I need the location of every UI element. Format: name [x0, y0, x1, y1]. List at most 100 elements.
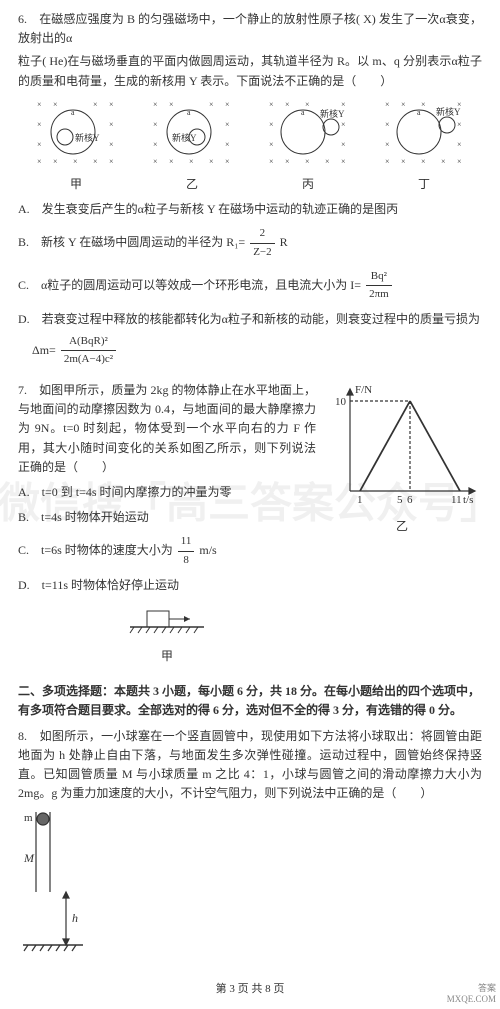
q6-optD-pre: Δm= — [32, 343, 56, 357]
q6-optB: B. 新核 Y 在磁场中圆周运动的半径为 R₁= 2 Z−2 R — [18, 225, 482, 261]
q6-diagram-row: × × × × × × × × × × × × × a 新核Y 甲 — [18, 97, 482, 194]
q7-label-left: 甲 — [18, 647, 316, 666]
q7-ytick-10: 10 — [335, 396, 347, 408]
svg-text:×: × — [385, 120, 390, 129]
svg-text:×: × — [153, 157, 158, 166]
q6-label-3: 丙 — [263, 175, 353, 194]
q7-optB: B. t=4s 时物体开始运动 — [18, 508, 316, 527]
q7-optD: D. t=11s 时物体恰好停止运动 — [18, 576, 316, 595]
svg-text:×: × — [189, 157, 194, 166]
q6-optC: C. α粒子的圆周运动可以等效成一个环形电流，且电流大小为 I= Bq² 2πm — [18, 268, 482, 304]
q6-svg-4: ×××× ×× ×× ××××× a 新核Y — [379, 97, 469, 167]
q7-xtick-1: 1 — [357, 494, 363, 506]
q7-xtick-11: 11 — [451, 494, 462, 506]
svg-text:×: × — [93, 157, 98, 166]
svg-text:×: × — [109, 140, 114, 149]
q8-h-label: h — [72, 911, 78, 925]
q6-diagram-3: ×××× ×× ×× ××××× a 新核Y 丙 — [263, 97, 353, 194]
q6-svg-1: ×××× ×× ×× ××××× a 新核Y — [31, 97, 121, 167]
svg-text:×: × — [53, 100, 58, 109]
q6-optC-den: 2πm — [366, 286, 392, 304]
q7-graph-svg: F/N 10 1 5 6 11 t/s — [325, 381, 480, 511]
svg-text:a: a — [301, 108, 305, 117]
q8-M-label: M — [23, 851, 35, 865]
q6-svg-2: ×××× ×× ×× ××××× a 新核Y — [147, 97, 237, 167]
q6-options: A. 发生衰变后产生的α粒子与新核 Y 在磁场中运动的轨迹正确的是图丙 B. 新… — [18, 200, 482, 369]
svg-text:×: × — [385, 157, 390, 166]
svg-text:×: × — [225, 120, 230, 129]
svg-text:×: × — [341, 120, 346, 129]
svg-text:×: × — [37, 120, 42, 129]
q7-optC-num: 11 — [178, 533, 195, 552]
svg-text:×: × — [93, 100, 98, 109]
q7-yaxis-label: F/N — [355, 384, 372, 396]
q6-optD-line1: D. 若衰变过程中释放的核能都转化为α粒子和新核的动能，则衰变过程中的质量亏损为 — [18, 310, 482, 329]
q7-optC: C. t=6s 时物体的速度大小为 11 8 m/s — [18, 533, 316, 569]
q6-optD-num: A(BqR)² — [61, 333, 116, 352]
q6-stem-line2: 粒子( He)在与磁场垂直的平面内做圆周运动，其轨道半径为 R。以 m、q 分别… — [18, 52, 482, 90]
svg-text:×: × — [109, 120, 114, 129]
section-2-heading: 二、多项选择题：本题共 3 小题，每小题 6 分，共 18 分。在每小题给出的四… — [18, 682, 482, 720]
svg-text:×: × — [37, 140, 42, 149]
svg-text:×: × — [153, 120, 158, 129]
q7-optC-pre: C. t=6s 时物体的速度大小为 — [18, 543, 173, 557]
question-7: 7. 如图甲所示，质量为 2kg 的物体静止在水平地面上，与地面间的动摩擦因数为… — [18, 381, 482, 666]
svg-text:×: × — [153, 100, 158, 109]
page-footer: 第 3 页 共 8 页 — [18, 981, 482, 999]
svg-text:新核Y: 新核Y — [172, 132, 197, 143]
q6-optD-frac: A(BqR)² 2m(A−4)c² — [61, 333, 116, 369]
svg-text:×: × — [269, 140, 274, 149]
svg-text:×: × — [37, 100, 42, 109]
q6-label-1: 甲 — [31, 175, 121, 194]
q6-diagram-1: ×××× ×× ×× ××××× a 新核Y 甲 — [31, 97, 121, 194]
svg-text:×: × — [285, 100, 290, 109]
q7-optC-den: 8 — [178, 552, 195, 570]
svg-text:×: × — [305, 100, 310, 109]
q7-optC-post: m/s — [199, 543, 216, 557]
svg-text:×: × — [269, 157, 274, 166]
svg-text:新核Y: 新核Y — [320, 108, 345, 119]
q6-svg-3: ×××× ×× ×× ××××× a 新核Y — [263, 97, 353, 167]
svg-text:×: × — [341, 100, 346, 109]
q6-optA: A. 发生衰变后产生的α粒子与新核 Y 在磁场中运动的轨迹正确的是图丙 — [18, 200, 482, 219]
svg-text:×: × — [385, 100, 390, 109]
svg-text:×: × — [73, 157, 78, 166]
svg-text:×: × — [401, 157, 406, 166]
svg-text:×: × — [341, 140, 346, 149]
svg-text:a: a — [71, 108, 75, 117]
svg-text:×: × — [269, 120, 274, 129]
q6-optD-den: 2m(A−4)c² — [61, 351, 116, 369]
q7-xaxis-label: t/s — [463, 494, 473, 506]
svg-text:×: × — [269, 100, 274, 109]
q6-diagram-2: ×××× ×× ×× ××××× a 新核Y 乙 — [147, 97, 237, 194]
q7-xtick-5: 5 — [397, 494, 403, 506]
svg-text:×: × — [153, 140, 158, 149]
svg-text:×: × — [385, 140, 390, 149]
q7-options: A. t=0 到 t=4s 时间内摩擦力的冲量为零 B. t=4s 时物体开始运… — [18, 483, 316, 595]
q6-optB-frac: 2 Z−2 — [250, 225, 274, 261]
svg-text:×: × — [169, 157, 174, 166]
q7-optA: A. t=0 到 t=4s 时间内摩擦力的冲量为零 — [18, 483, 316, 502]
svg-text:a: a — [187, 108, 191, 117]
svg-text:×: × — [53, 157, 58, 166]
q6-optB-num: 2 — [250, 225, 274, 244]
question-6: 6. 在磁感应强度为 B 的匀强磁场中，一个静止的放射性原子核( X) 发生了一… — [18, 10, 482, 369]
svg-text:×: × — [225, 157, 230, 166]
svg-text:×: × — [225, 140, 230, 149]
q6-diagram-4: ×××× ×× ×× ××××× a 新核Y 丁 — [379, 97, 469, 194]
q6-optB-pre: B. 新核 Y 在磁场中圆周运动的半径为 R₁= — [18, 235, 245, 249]
q7-xtick-6: 6 — [407, 494, 413, 506]
q6-label-2: 乙 — [147, 175, 237, 194]
svg-text:×: × — [421, 100, 426, 109]
svg-text:×: × — [109, 157, 114, 166]
q8-svg: m M h — [18, 807, 88, 957]
q6-optB-den: Z−2 — [250, 244, 274, 262]
q8-stem: 8. 如图所示，一小球塞在一个竖直圆管中，现使用如下方法将小球取出：将圆管由距地… — [18, 727, 482, 804]
q6-optC-num: Bq² — [366, 268, 392, 287]
svg-text:×: × — [37, 157, 42, 166]
q6-stem-line1: 6. 在磁感应强度为 B 的匀强磁场中，一个静止的放射性原子核( X) 发生了一… — [18, 10, 482, 48]
q8-m-label: m — [24, 812, 33, 824]
svg-text:×: × — [401, 100, 406, 109]
q7-optC-frac: 11 8 — [178, 533, 195, 569]
q6-optC-frac: Bq² 2πm — [366, 268, 392, 304]
